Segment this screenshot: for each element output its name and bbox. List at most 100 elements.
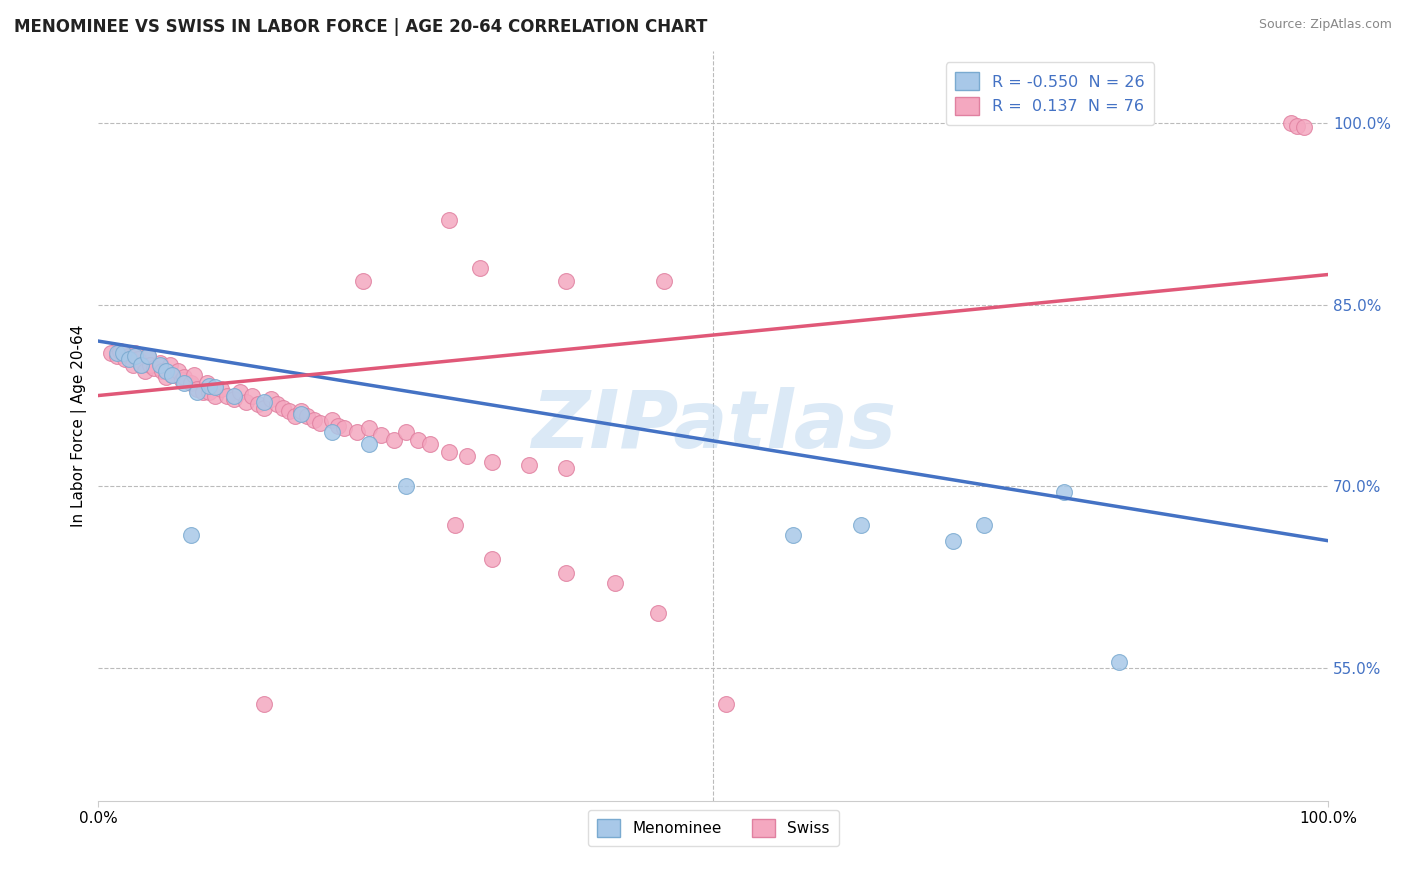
- Point: [395, 425, 418, 439]
- Point: [297, 409, 319, 423]
- Point: [357, 421, 380, 435]
- Point: [370, 428, 392, 442]
- Point: [481, 455, 503, 469]
- Point: [1292, 120, 1315, 134]
- Point: [105, 346, 128, 360]
- Point: [456, 449, 478, 463]
- Point: [346, 425, 368, 439]
- Point: [186, 384, 208, 399]
- Point: [271, 401, 294, 415]
- Point: [352, 274, 374, 288]
- Point: [468, 261, 491, 276]
- Point: [444, 518, 467, 533]
- Point: [180, 527, 202, 541]
- Point: [259, 392, 281, 406]
- Point: [110, 343, 132, 358]
- Point: [131, 359, 153, 373]
- Point: [1279, 116, 1302, 130]
- Point: [118, 349, 141, 363]
- Point: [222, 388, 245, 402]
- Point: [198, 379, 221, 393]
- Point: [1053, 485, 1076, 500]
- Point: [149, 359, 172, 373]
- Point: [782, 527, 804, 541]
- Point: [1108, 655, 1130, 669]
- Y-axis label: In Labor Force | Age 20-64: In Labor Force | Age 20-64: [72, 325, 87, 527]
- Point: [357, 437, 380, 451]
- Point: [240, 388, 263, 402]
- Point: [481, 552, 503, 566]
- Point: [284, 409, 307, 423]
- Text: ZIPatlas: ZIPatlas: [530, 387, 896, 465]
- Point: [321, 413, 343, 427]
- Point: [173, 370, 195, 384]
- Point: [1286, 119, 1309, 133]
- Point: [204, 388, 226, 402]
- Point: [121, 359, 143, 373]
- Point: [554, 566, 576, 581]
- Point: [382, 434, 405, 448]
- Point: [253, 697, 276, 711]
- Point: [159, 359, 181, 373]
- Point: [160, 368, 183, 382]
- Point: [155, 370, 177, 384]
- Point: [652, 274, 675, 288]
- Point: [209, 383, 232, 397]
- Point: [253, 401, 276, 415]
- Point: [136, 349, 159, 363]
- Point: [170, 373, 193, 387]
- Point: [328, 418, 350, 433]
- Point: [437, 213, 460, 227]
- Point: [191, 384, 214, 399]
- Point: [229, 384, 252, 399]
- Point: [173, 376, 195, 391]
- Point: [714, 697, 737, 711]
- Point: [195, 376, 218, 391]
- Point: [942, 533, 965, 548]
- Point: [333, 421, 356, 435]
- Point: [647, 607, 669, 621]
- Point: [139, 359, 162, 373]
- Text: MENOMINEE VS SWISS IN LABOR FORCE | AGE 20-64 CORRELATION CHART: MENOMINEE VS SWISS IN LABOR FORCE | AGE …: [14, 18, 707, 36]
- Point: [100, 346, 122, 360]
- Point: [302, 413, 325, 427]
- Point: [517, 458, 540, 472]
- Point: [419, 437, 441, 451]
- Point: [150, 364, 173, 378]
- Point: [437, 445, 460, 459]
- Point: [973, 518, 995, 533]
- Point: [321, 425, 343, 439]
- Point: [149, 356, 172, 370]
- Point: [111, 346, 134, 360]
- Point: [167, 364, 190, 378]
- Point: [114, 352, 136, 367]
- Point: [183, 368, 205, 382]
- Point: [204, 380, 226, 394]
- Point: [406, 434, 429, 448]
- Point: [278, 404, 301, 418]
- Point: [247, 397, 270, 411]
- Point: [118, 352, 141, 367]
- Point: [124, 346, 146, 360]
- Point: [222, 392, 245, 406]
- Point: [198, 384, 221, 399]
- Point: [136, 349, 159, 363]
- Point: [180, 376, 202, 391]
- Text: Source: ZipAtlas.com: Source: ZipAtlas.com: [1258, 18, 1392, 31]
- Legend: Menominee, Swiss: Menominee, Swiss: [588, 810, 839, 846]
- Point: [131, 359, 153, 373]
- Point: [186, 383, 208, 397]
- Point: [290, 404, 312, 418]
- Point: [554, 274, 576, 288]
- Point: [105, 349, 128, 363]
- Point: [127, 352, 149, 367]
- Point: [160, 368, 183, 382]
- Point: [253, 394, 276, 409]
- Point: [217, 388, 239, 402]
- Point: [554, 461, 576, 475]
- Point: [142, 360, 165, 375]
- Point: [290, 407, 312, 421]
- Point: [395, 479, 418, 493]
- Point: [124, 349, 146, 363]
- Point: [308, 417, 330, 431]
